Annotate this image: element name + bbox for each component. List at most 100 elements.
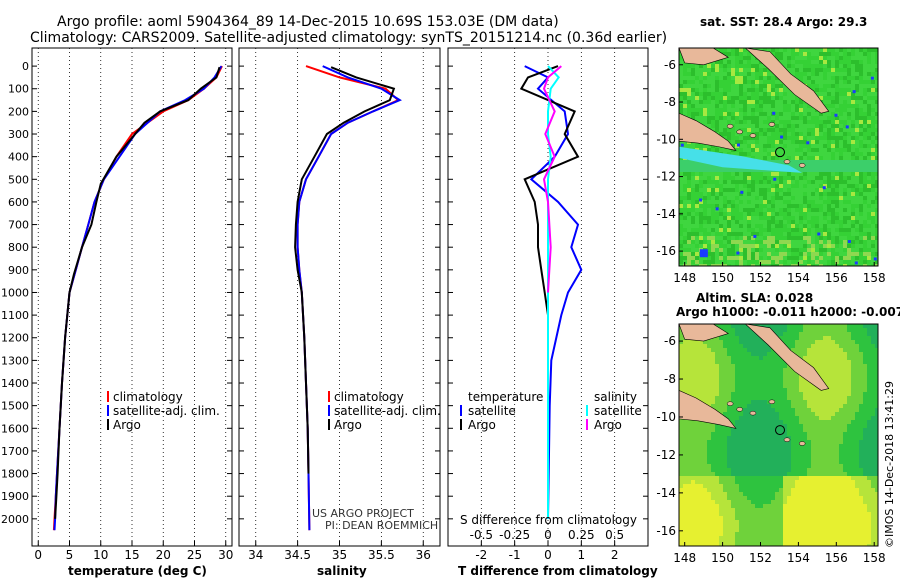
map-cell (679, 380, 683, 384)
map-cell (683, 192, 687, 196)
map-cell (851, 408, 855, 412)
map-cell (875, 132, 878, 136)
map-cell (835, 372, 839, 376)
map-cell (687, 192, 691, 196)
map-cell (859, 248, 863, 252)
map-cell (815, 420, 819, 424)
map-cell (807, 180, 811, 184)
map-cell (787, 232, 791, 236)
map-cell (807, 132, 811, 136)
map-cell (707, 260, 711, 264)
map-cell (851, 472, 855, 476)
map-cell (851, 76, 855, 80)
map-cell (791, 164, 795, 168)
map-cell (827, 384, 831, 388)
map-cell (871, 68, 875, 72)
map-cell (847, 376, 851, 380)
map-cell (703, 264, 707, 266)
map-cell (795, 400, 799, 404)
map-cell (739, 136, 743, 140)
depth-tick-label: 1700 (1, 445, 29, 458)
map-cell (855, 400, 859, 404)
map-cell (771, 392, 775, 396)
map-cell (807, 192, 811, 196)
map-cell (751, 96, 755, 100)
map-cell (823, 124, 827, 128)
map-cell (751, 100, 755, 104)
map-cell (683, 248, 687, 252)
map-cell (711, 84, 715, 88)
sst-map-lat-label: -12 (656, 170, 676, 184)
map-cell (707, 72, 711, 76)
map-cell (755, 212, 759, 216)
map-cell (787, 204, 791, 208)
land-new-britain (679, 48, 730, 66)
map-cell (767, 208, 771, 212)
map-cell (695, 108, 699, 112)
map-cell (847, 196, 851, 200)
map-cell (723, 476, 727, 480)
map-cell (823, 412, 827, 416)
map-cell (719, 128, 723, 132)
map-cell (835, 408, 839, 412)
map-cell (771, 444, 775, 448)
map-cell (751, 396, 755, 400)
map-cell (743, 92, 747, 96)
map-cell (719, 464, 723, 468)
depth-tick-label: 200 (8, 105, 29, 118)
map-cell (743, 248, 747, 252)
map-cell (815, 144, 819, 148)
map-cell (711, 172, 715, 176)
map-cell (867, 160, 871, 164)
map-cell (687, 240, 691, 244)
map-cell (699, 256, 703, 260)
map-cell (691, 68, 695, 72)
map-cell (855, 112, 859, 116)
map-cell (875, 368, 878, 372)
map-cell (731, 52, 735, 56)
map-cell (727, 444, 731, 448)
map-cell (691, 356, 695, 360)
map-cell (759, 388, 763, 392)
map-cell (743, 352, 747, 356)
map-cell (679, 84, 683, 88)
map-cell (731, 332, 735, 336)
temp-legend-satellite: satellite-adj. clim. (113, 404, 220, 418)
map-cell (871, 344, 875, 348)
map-cell (839, 344, 843, 348)
map-cell (811, 340, 815, 344)
map-cell (855, 404, 859, 408)
map-cell (775, 128, 779, 132)
map-cell (843, 192, 847, 196)
map-cell (855, 472, 859, 476)
map-cell (747, 140, 751, 144)
map-cell (815, 452, 819, 456)
map-cell (743, 260, 747, 264)
map-cell (839, 56, 843, 60)
map-cell (727, 332, 731, 336)
map-cell (851, 236, 855, 240)
map-cell (823, 56, 827, 60)
map-cell (759, 432, 763, 436)
map-cell (679, 248, 683, 252)
map-cell (731, 216, 735, 220)
diff-series-temperature-argo (519, 65, 580, 316)
map-cell (723, 180, 727, 184)
map-cell (859, 156, 863, 160)
map-cell (791, 232, 795, 236)
map-cell (847, 388, 851, 392)
map-cell (727, 64, 731, 68)
map-cell (843, 56, 847, 60)
map-cell (871, 48, 875, 52)
map-cell (739, 336, 743, 340)
map-cell (819, 68, 823, 72)
map-cell (747, 252, 751, 256)
map-cell (847, 428, 851, 432)
map-cell (731, 48, 735, 52)
map-cell (795, 200, 799, 204)
map-cell (767, 352, 771, 356)
map-cell (827, 344, 831, 348)
map-cell (763, 212, 767, 216)
missing-data-cell (854, 261, 858, 265)
map-cell (875, 472, 878, 476)
